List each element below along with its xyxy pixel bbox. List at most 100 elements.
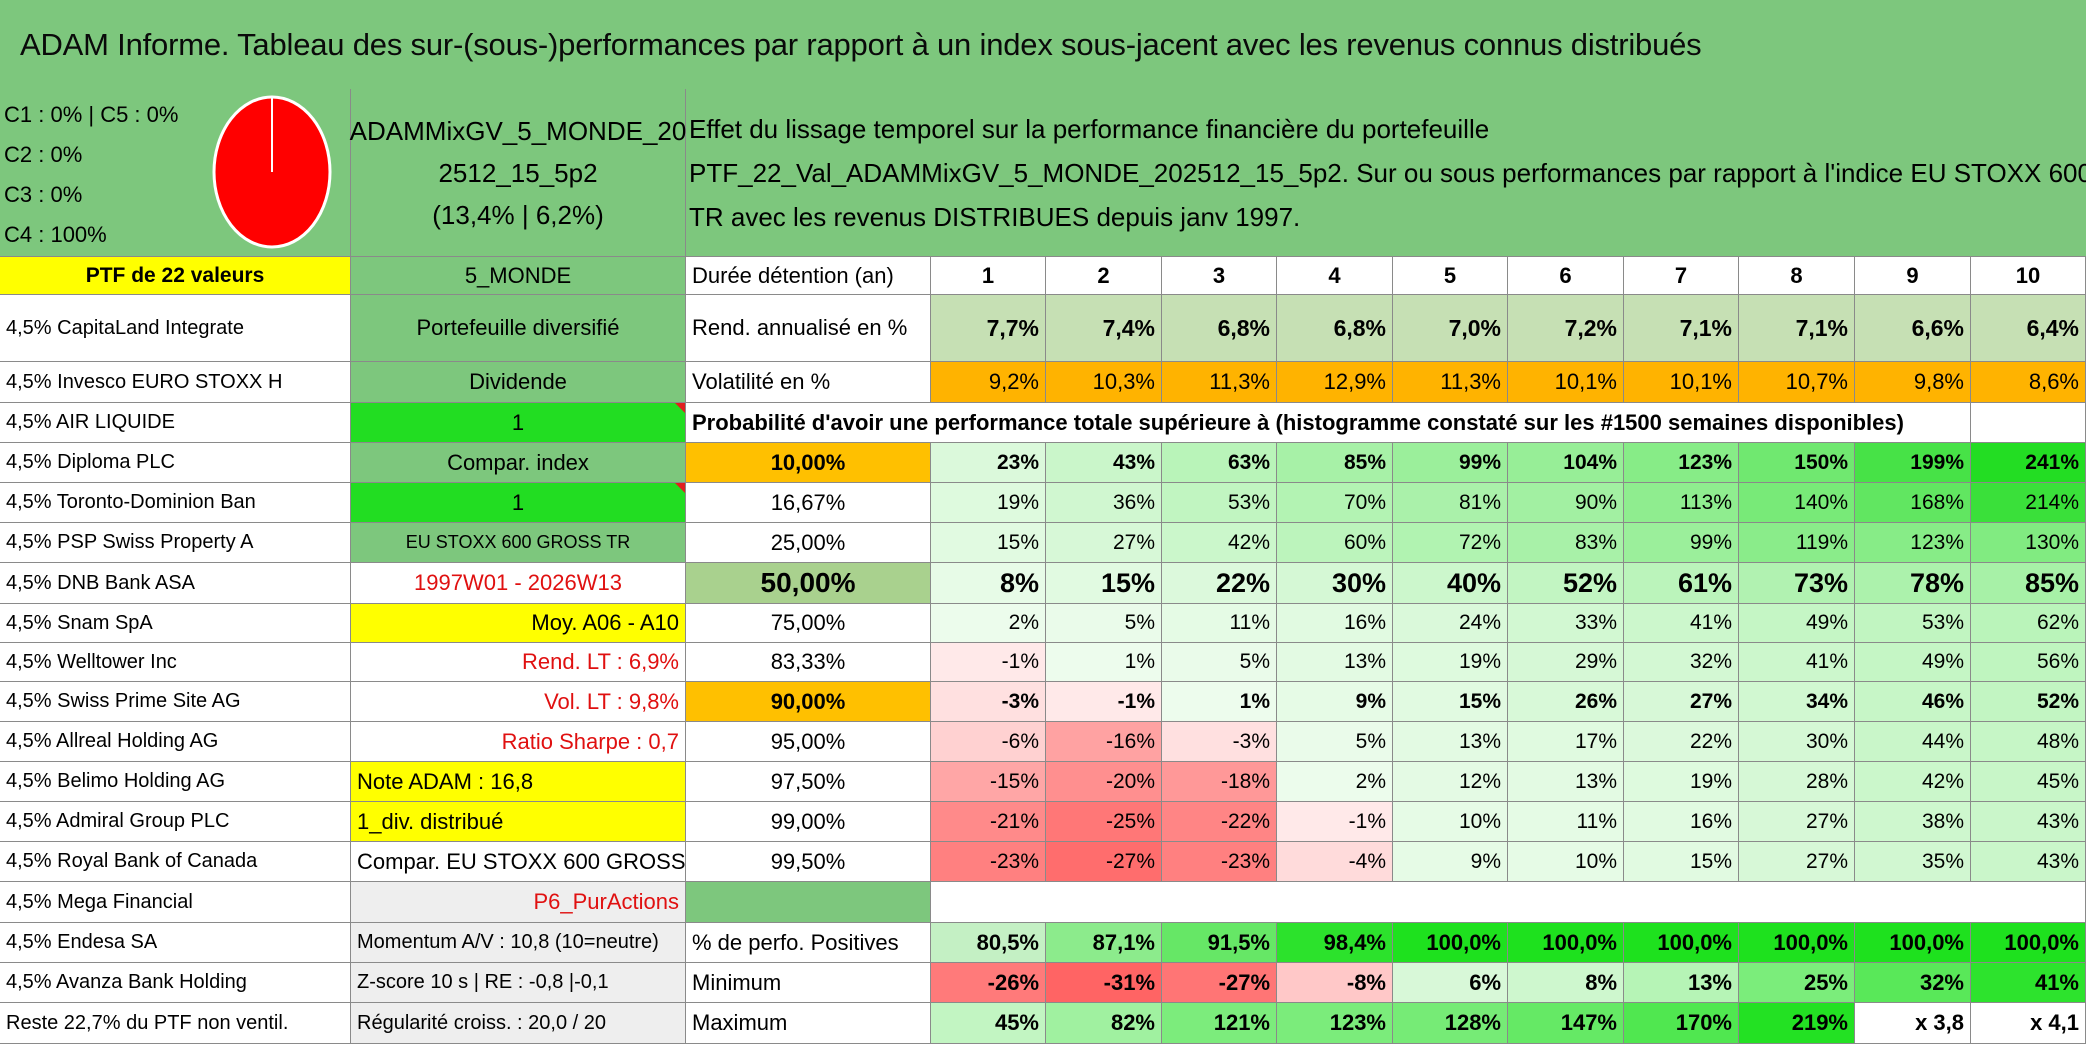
quantile-value: 53%	[1162, 483, 1277, 523]
index-name: EU STOXX 600 GROSS TR	[351, 523, 686, 563]
holding-item: 4,5% Invesco EURO STOXX H	[0, 362, 351, 403]
quantile-value: 16%	[1624, 802, 1739, 842]
quantile-value: 27%	[1624, 682, 1739, 722]
quantile-value: 113%	[1624, 483, 1739, 523]
quantile-value: 241%	[1971, 443, 2086, 483]
quantile-value: 13%	[1508, 762, 1624, 802]
quantile-value: 70%	[1277, 483, 1393, 523]
long-term-volatility: Vol. LT : 9,8%	[351, 682, 686, 722]
quantile-label: 83,33%	[686, 643, 931, 682]
year-header: 1	[931, 257, 1046, 295]
quantile-value: -21%	[931, 802, 1046, 842]
maximum-label: Maximum	[686, 1003, 931, 1044]
annualized-return-value: 7,2%	[1508, 295, 1624, 362]
quantile-value: 38%	[1855, 802, 1971, 842]
dividend-label: Dividende	[351, 362, 686, 403]
quantile-label: 90,00%	[686, 682, 931, 722]
quantile-value: 168%	[1855, 483, 1971, 523]
quantile-value: 36%	[1046, 483, 1162, 523]
quantile-value: 49%	[1739, 604, 1855, 643]
quantile-value: 34%	[1739, 682, 1855, 722]
quantile-value: 49%	[1855, 643, 1971, 682]
portfolio-name-box: ADAMMixGV_5_MONDE_20 2512_15_5p2 (13,4% …	[350, 89, 686, 257]
quantile-value: 123%	[1624, 443, 1739, 483]
quantile-value: 19%	[1393, 643, 1508, 682]
legend-c2: C2 : 0%	[4, 142, 83, 167]
quantile-value: 63%	[1162, 443, 1277, 483]
quantile-value: 19%	[1624, 762, 1739, 802]
holding-item: 4,5% DNB Bank ASA	[0, 563, 351, 604]
quantile-value: 130%	[1971, 523, 2086, 563]
year-header: 10	[1971, 257, 2086, 295]
quantile-value: 26%	[1508, 682, 1624, 722]
minimum-value: -26%	[931, 963, 1046, 1003]
portfolio-name-line2: 2512_15_5p2	[438, 157, 598, 188]
quantile-label: 97,50%	[686, 762, 931, 802]
minimum-value: -27%	[1162, 963, 1277, 1003]
annualized-return-label: Rend. annualisé en %	[686, 295, 931, 362]
quantile-value: 123%	[1855, 523, 1971, 563]
holding-item: Reste 22,7% du PTF non ventil.	[0, 1003, 351, 1044]
quantile-value: 23%	[931, 443, 1046, 483]
volatility-value: 10,1%	[1508, 362, 1624, 403]
volatility-value: 10,3%	[1046, 362, 1162, 403]
holding-item: 4,5% Endesa SA	[0, 923, 351, 963]
description-line2: PTF_22_Val_ADAMMixGV_5_MONDE_202512_15_5…	[689, 158, 2086, 188]
index-compare-label: Compar. index	[351, 443, 686, 483]
volatility-value: 9,2%	[931, 362, 1046, 403]
long-term-return: Rend. LT : 6,9%	[351, 643, 686, 682]
quantile-value: 15%	[1624, 842, 1739, 882]
quantile-value: 35%	[1855, 842, 1971, 882]
annualized-return-value: 6,4%	[1971, 295, 2086, 362]
dividend-distributed: 1_div. distribué	[351, 802, 686, 842]
quantile-value: 90%	[1508, 483, 1624, 523]
quantile-label: 25,00%	[686, 523, 931, 563]
annualized-return-value: 6,8%	[1277, 295, 1393, 362]
quantile-value: 43%	[1046, 443, 1162, 483]
quantile-value: 119%	[1739, 523, 1855, 563]
holding-duration-label: Durée détention (an)	[686, 257, 931, 295]
quantile-value: 140%	[1739, 483, 1855, 523]
quantile-value: 48%	[1971, 722, 2086, 762]
quantile-value: 9%	[1393, 842, 1508, 882]
description-line3: TR avec les revenus DISTRIBUES depuis ja…	[689, 202, 1301, 232]
quantile-value: 46%	[1855, 682, 1971, 722]
momentum-text: Momentum A/V : 10,8 (10=neutre)	[351, 923, 686, 963]
volatility-label: Volatilité en %	[686, 362, 931, 403]
quantile-value: -15%	[931, 762, 1046, 802]
strategy-code: P6_PurActions	[351, 882, 686, 923]
quantile-label: 99,00%	[686, 802, 931, 842]
maximum-value: 128%	[1393, 1003, 1508, 1044]
positive-performance-value: 100,0%	[1508, 923, 1624, 963]
quantile-value: -1%	[1046, 682, 1162, 722]
quantile-value: 15%	[931, 523, 1046, 563]
quantile-value: 43%	[1971, 802, 2086, 842]
holding-item: 4,5% Belimo Holding AG	[0, 762, 351, 802]
allocation-pie-chart	[212, 95, 332, 249]
compare-index-text: Compar. EU STOXX 600 GROSS TR	[351, 842, 686, 882]
quantile-value: 40%	[1393, 563, 1508, 604]
quantile-value: -18%	[1162, 762, 1277, 802]
quantile-value: 99%	[1624, 523, 1739, 563]
probability-header-end	[1971, 403, 2086, 443]
quantile-value: 150%	[1739, 443, 1855, 483]
year-header: 6	[1508, 257, 1624, 295]
quantile-value: 41%	[1739, 643, 1855, 682]
holding-item: 4,5% Avanza Bank Holding	[0, 963, 351, 1003]
quantile-value: 33%	[1508, 604, 1624, 643]
holding-item: 4,5% Toronto-Dominion Ban	[0, 483, 351, 523]
period-range: 1997W01 - 2026W13	[351, 563, 686, 604]
regularity-text: Régularité croiss. : 20,0 / 20	[351, 1003, 686, 1044]
holding-item: 4,5% Mega Financial	[0, 882, 351, 923]
portfolio-name-line3: (13,4% | 6,2%)	[432, 199, 604, 230]
minimum-value: 8%	[1508, 963, 1624, 1003]
quantile-value: 85%	[1971, 563, 2086, 604]
legend-c4: C4 : 100%	[4, 222, 107, 247]
year-header: 5	[1393, 257, 1508, 295]
quantile-label: 95,00%	[686, 722, 931, 762]
quantile-value: 15%	[1393, 682, 1508, 722]
quantile-value: 19%	[931, 483, 1046, 523]
positive-performance-value: 100,0%	[1739, 923, 1855, 963]
quantile-value: -3%	[1162, 722, 1277, 762]
quantile-value: 8%	[931, 563, 1046, 604]
